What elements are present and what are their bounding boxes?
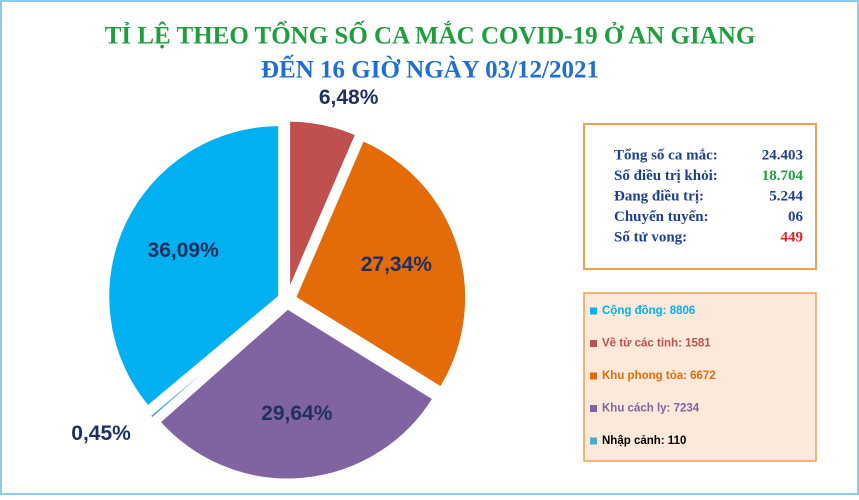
legend-label: Về từ các tỉnh: 1581	[602, 338, 711, 350]
info-label: Tổng số ca mắc:	[614, 147, 718, 163]
info-label: Đang điều trị:	[614, 188, 704, 204]
data-label: 27,34%	[361, 253, 433, 276]
data-label: 29,64%	[261, 402, 333, 425]
pie-slice	[146, 304, 282, 422]
legend-marker	[590, 340, 597, 347]
pie: 36,09% 6,48% 27,34% 29,64% 0,45%	[71, 86, 469, 482]
data-label: 6,48%	[319, 86, 379, 109]
legend-marker	[590, 437, 597, 445]
info-box	[583, 123, 817, 270]
data-label: 36,09%	[148, 239, 220, 262]
legend: Cộng đồng: 8806 Về từ các tỉnh: 1581 Khu p…	[590, 305, 716, 447]
legend-marker	[590, 307, 597, 315]
legend-label: Nhập cảnh: 110	[602, 435, 686, 447]
chart-title: TỈ LỆ THEO TỔNG SỐ CA MẮC COVID-19 Ở AN …	[105, 21, 756, 50]
info-value: 24.403	[762, 147, 803, 163]
info-value: 18.704	[762, 168, 804, 184]
legend-label: Cộng đồng: 8806	[602, 305, 695, 317]
legend-label: Khu cách ly: 7234	[602, 403, 700, 415]
chart-subtitle: ĐẾN 16 GIỜ NGÀY 03/12/2021	[261, 55, 599, 84]
info-label: Số tử vong:	[614, 229, 687, 245]
legend-box	[583, 292, 817, 462]
pie-slice	[106, 123, 282, 410]
pie-slice	[287, 118, 359, 293]
info-rows: Tổng số ca mắc: 24.403 Số điều trị khỏi: 18…	[614, 147, 804, 245]
info-value: 06	[788, 209, 804, 225]
legend-label: Khu phong tỏa: 6672	[602, 370, 716, 382]
info-label: Chuyển tuyến:	[614, 209, 709, 225]
info-value: 449	[781, 229, 804, 245]
pie-slice	[292, 137, 469, 391]
info-value: 5.244	[769, 188, 803, 204]
info-label: Số điều trị khỏi:	[614, 168, 718, 184]
legend-marker	[590, 405, 597, 412]
data-label: 0,45%	[71, 422, 131, 445]
legend-marker	[590, 372, 597, 380]
pie-slice	[156, 306, 437, 482]
